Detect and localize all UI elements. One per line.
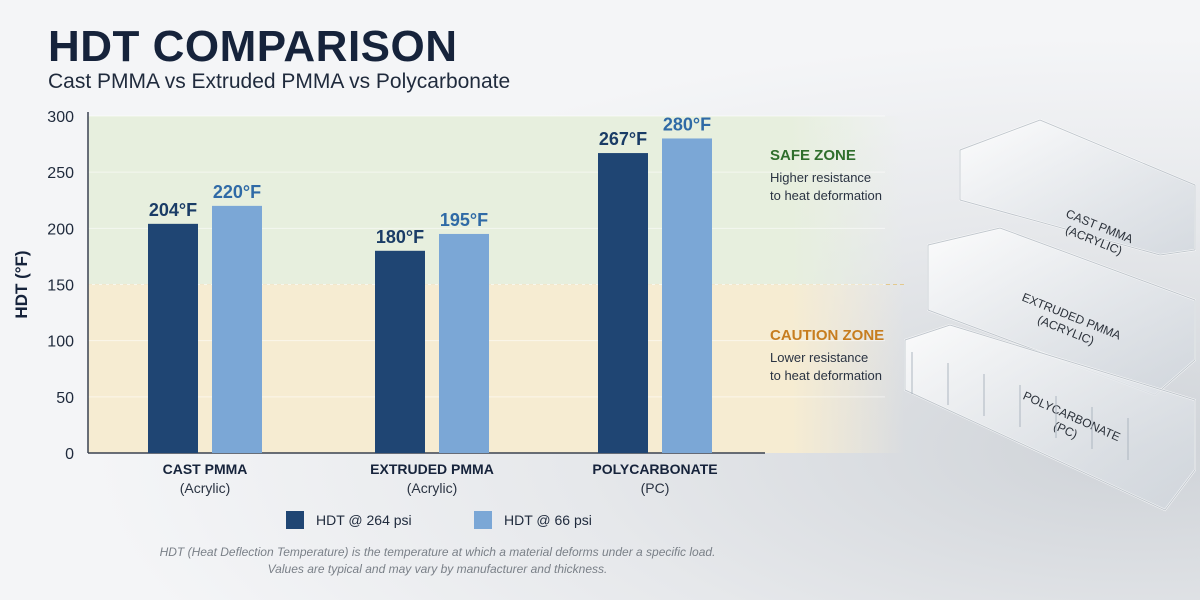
material-sheets-illustration: CAST PMMA(ACRYLIC)EXTRUDED PMMA(ACRYLIC)… bbox=[904, 118, 1196, 512]
y-tick-label: 50 bbox=[56, 390, 74, 407]
legend-swatch bbox=[474, 511, 492, 529]
y-tick-label: 0 bbox=[65, 446, 74, 463]
x-category-label: EXTRUDED PMMA bbox=[370, 461, 494, 477]
zone-title: CAUTION ZONE bbox=[770, 327, 884, 344]
y-tick-label: 150 bbox=[47, 278, 74, 295]
zone-description: to heat deformation bbox=[770, 188, 882, 203]
y-tick-label: 100 bbox=[47, 334, 74, 351]
bar-value-label: 204°F bbox=[149, 200, 197, 220]
bar-value-label: 267°F bbox=[599, 129, 647, 149]
x-category-label: POLYCARBONATE bbox=[592, 461, 717, 477]
zone-description: Higher resistance bbox=[770, 170, 871, 185]
x-category-label: CAST PMMA bbox=[163, 461, 248, 477]
bar-264psi bbox=[375, 250, 425, 453]
bar-264psi bbox=[148, 223, 198, 453]
footnote-line-2: Values are typical and may vary by manuf… bbox=[267, 562, 608, 576]
material-sheet-edge bbox=[959, 119, 1196, 256]
footnote: HDT (Heat Deflection Temperature) is the… bbox=[0, 544, 875, 578]
zone-description: Lower resistance bbox=[770, 350, 868, 365]
zone-title: SAFE ZONE bbox=[770, 147, 856, 164]
footnote-line-1: HDT (Heat Deflection Temperature) is the… bbox=[159, 545, 716, 559]
x-category-sublabel: (Acrylic) bbox=[407, 480, 458, 496]
page-title: HDT COMPARISON bbox=[48, 22, 458, 71]
bar-value-label: 220°F bbox=[213, 182, 261, 202]
material-sheet-edge bbox=[904, 324, 1196, 511]
y-axis-title: HDT (°F) bbox=[12, 250, 31, 318]
bar-66psi bbox=[662, 138, 712, 453]
bar-66psi bbox=[212, 205, 262, 453]
x-category-sublabel: (PC) bbox=[641, 480, 670, 496]
bar-value-label: 195°F bbox=[440, 210, 488, 230]
y-tick-label: 250 bbox=[47, 165, 74, 182]
x-category-sublabel: (Acrylic) bbox=[180, 480, 231, 496]
page-subtitle: Cast PMMA vs Extruded PMMA vs Polycarbon… bbox=[48, 70, 511, 93]
material-sheet-edge bbox=[927, 227, 1196, 396]
bar-value-label: 280°F bbox=[663, 114, 711, 134]
legend-swatch bbox=[286, 511, 304, 529]
bar-value-label: 180°F bbox=[376, 227, 424, 247]
legend-label: HDT @ 66 psi bbox=[504, 512, 592, 528]
bar-264psi bbox=[598, 153, 648, 453]
y-tick-label: 300 bbox=[47, 109, 74, 126]
y-tick-label: 200 bbox=[47, 221, 74, 238]
legend-label: HDT @ 264 psi bbox=[316, 512, 412, 528]
zone-description: to heat deformation bbox=[770, 368, 882, 383]
bar-66psi bbox=[439, 233, 489, 453]
